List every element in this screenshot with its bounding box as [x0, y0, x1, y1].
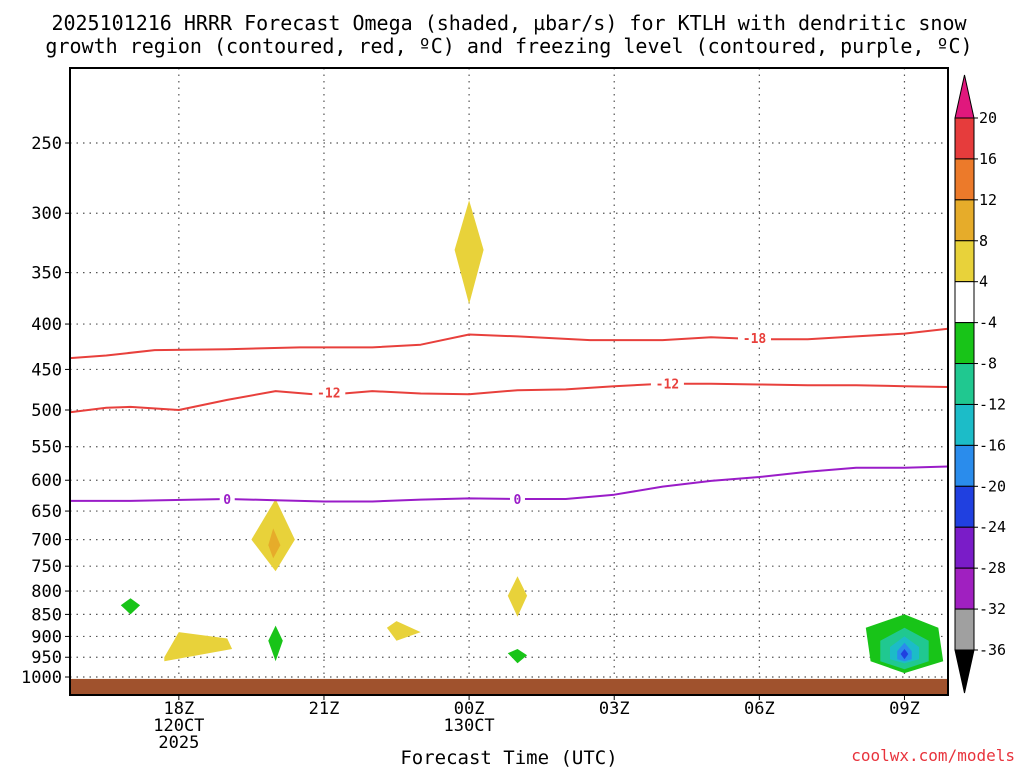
x-tick-label: 09Z	[889, 699, 920, 719]
y-tick-label: 350	[31, 264, 62, 284]
colorbar-label: -8	[979, 355, 997, 373]
colorbar-segment	[954, 363, 975, 405]
x-axis-label: Forecast Time (UTC)	[400, 747, 617, 768]
colorbar-segment	[954, 444, 975, 487]
y-tick-label: 850	[31, 605, 62, 625]
colorbar-segment	[954, 199, 975, 242]
plot-frame	[69, 67, 949, 696]
x-tick-label: 00Z	[454, 699, 485, 719]
colorbar-segment	[954, 526, 975, 569]
contour-label-bg	[509, 491, 525, 508]
y-tick-label: 650	[31, 502, 62, 522]
chart-title-line1: 2025101216 HRRR Forecast Omega (shaded, …	[51, 11, 967, 35]
colorbar-label: -12	[979, 395, 1006, 413]
colorbar-segment	[954, 567, 975, 610]
x-tick-label: 130CT	[443, 716, 494, 736]
omega-shading	[70, 200, 948, 695]
contour-label-bg	[312, 384, 346, 401]
y-tick-label: 300	[31, 204, 62, 224]
y-axis-ticks: 2503003504004505005506006507007508008509…	[21, 134, 70, 688]
contour-label: 0	[514, 493, 522, 508]
colorbar-segment	[954, 322, 975, 365]
omega-region	[268, 625, 283, 662]
contour-label-bg	[738, 330, 772, 347]
chart-title-line2: growth region (contoured, red, ºC) and f…	[45, 34, 972, 58]
colorbar-segment	[954, 608, 975, 651]
omega-region	[164, 632, 233, 662]
y-tick-label: 950	[31, 648, 62, 668]
contour-label: -12	[317, 387, 340, 402]
contour-line	[70, 327, 948, 360]
omega-region	[386, 621, 421, 641]
colorbar-label: 8	[979, 232, 988, 250]
colorbar-label: -32	[979, 600, 1006, 618]
colorbar-label: 12	[979, 191, 997, 209]
y-tick-label: 900	[31, 627, 62, 647]
y-tick-label: 1000	[21, 668, 62, 688]
ground-terrain	[70, 678, 948, 695]
colorbar: 20 16 12 8 4 -4 -8 -12 -16 -20 -24 -28 -32 -36	[954, 74, 1006, 694]
x-tick-label: 120CT	[153, 716, 204, 736]
colorbar-label: 4	[979, 273, 988, 291]
y-tick-label: 700	[31, 531, 62, 551]
colorbar-segment	[954, 281, 975, 324]
colorbar-bottom-arrow	[954, 649, 975, 694]
colorbar-top-arrow	[954, 74, 975, 119]
y-tick-label: 400	[31, 315, 62, 335]
omega-region	[454, 200, 484, 305]
colorbar-segment	[954, 158, 975, 201]
x-tick-label: 03Z	[599, 699, 630, 719]
y-tick-label: 550	[31, 438, 62, 458]
x-tick-label: 21Z	[309, 699, 340, 719]
y-tick-label: 250	[31, 134, 62, 154]
colorbar-label: -36	[979, 641, 1006, 659]
omega-region	[507, 576, 528, 617]
x-tick-label: 18Z	[163, 699, 194, 719]
contour-label: -12	[656, 378, 679, 393]
omega-region	[120, 598, 141, 615]
contour-line	[70, 382, 948, 414]
colorbar-label: 20	[979, 109, 997, 127]
temperature-contours	[70, 327, 948, 503]
colorbar-label: -4	[979, 314, 997, 332]
omega-region	[507, 649, 528, 664]
colorbar-segment	[954, 117, 975, 160]
contour-label-bg	[650, 375, 684, 392]
colorbar-label: -28	[979, 559, 1006, 577]
omega-region	[268, 528, 281, 559]
contour-label: 0	[223, 493, 231, 508]
colorbar-segment	[954, 485, 975, 528]
colorbar-segment	[954, 240, 975, 283]
credit-link[interactable]: coolwx.com/models	[851, 746, 1015, 765]
contour-label: -18	[743, 332, 767, 347]
omega-region	[900, 649, 909, 660]
colorbar-segment	[954, 403, 975, 446]
x-tick-label: 06Z	[744, 699, 775, 719]
x-tick-label: 2025	[158, 733, 199, 753]
colorbar-label: -20	[979, 477, 1006, 495]
contour-label-bg	[219, 491, 235, 508]
y-tick-label: 450	[31, 360, 62, 380]
y-tick-label: 500	[31, 401, 62, 421]
colorbar-label: 16	[979, 150, 997, 168]
colorbar-label: -24	[979, 518, 1006, 536]
contour-line	[70, 465, 948, 503]
y-tick-label: 750	[31, 557, 62, 577]
y-tick-label: 800	[31, 582, 62, 602]
gridlines	[70, 68, 948, 695]
colorbar-label: -16	[979, 436, 1006, 454]
y-tick-label: 600	[31, 471, 62, 491]
contour-labels: -18 -12 -12 0 0	[219, 330, 772, 508]
